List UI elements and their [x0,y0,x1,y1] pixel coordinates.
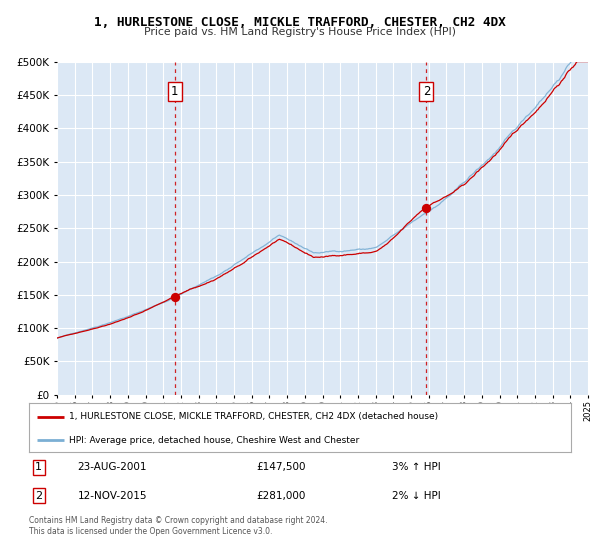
Text: 3% ↑ HPI: 3% ↑ HPI [392,463,441,472]
Text: 1: 1 [171,85,178,98]
Point [170,292,179,301]
Text: Contains HM Land Registry data © Crown copyright and database right 2024.
This d: Contains HM Land Registry data © Crown c… [29,516,328,536]
Text: HPI: Average price, detached house, Cheshire West and Chester: HPI: Average price, detached house, Ches… [70,436,360,445]
Text: £147,500: £147,500 [257,463,306,472]
Text: 1, HURLESTONE CLOSE, MICKLE TRAFFORD, CHESTER, CH2 4DX: 1, HURLESTONE CLOSE, MICKLE TRAFFORD, CH… [94,16,506,29]
Text: £281,000: £281,000 [257,491,306,501]
Text: 2% ↓ HPI: 2% ↓ HPI [392,491,441,501]
Text: 23-AUG-2001: 23-AUG-2001 [77,463,147,472]
Text: 1, HURLESTONE CLOSE, MICKLE TRAFFORD, CHESTER, CH2 4DX (detached house): 1, HURLESTONE CLOSE, MICKLE TRAFFORD, CH… [70,413,439,422]
Text: 2: 2 [35,491,42,501]
Text: 12-NOV-2015: 12-NOV-2015 [77,491,147,501]
Text: 1: 1 [35,463,42,472]
Text: 2: 2 [422,85,430,98]
Point [422,203,431,212]
Text: Price paid vs. HM Land Registry's House Price Index (HPI): Price paid vs. HM Land Registry's House … [144,27,456,37]
